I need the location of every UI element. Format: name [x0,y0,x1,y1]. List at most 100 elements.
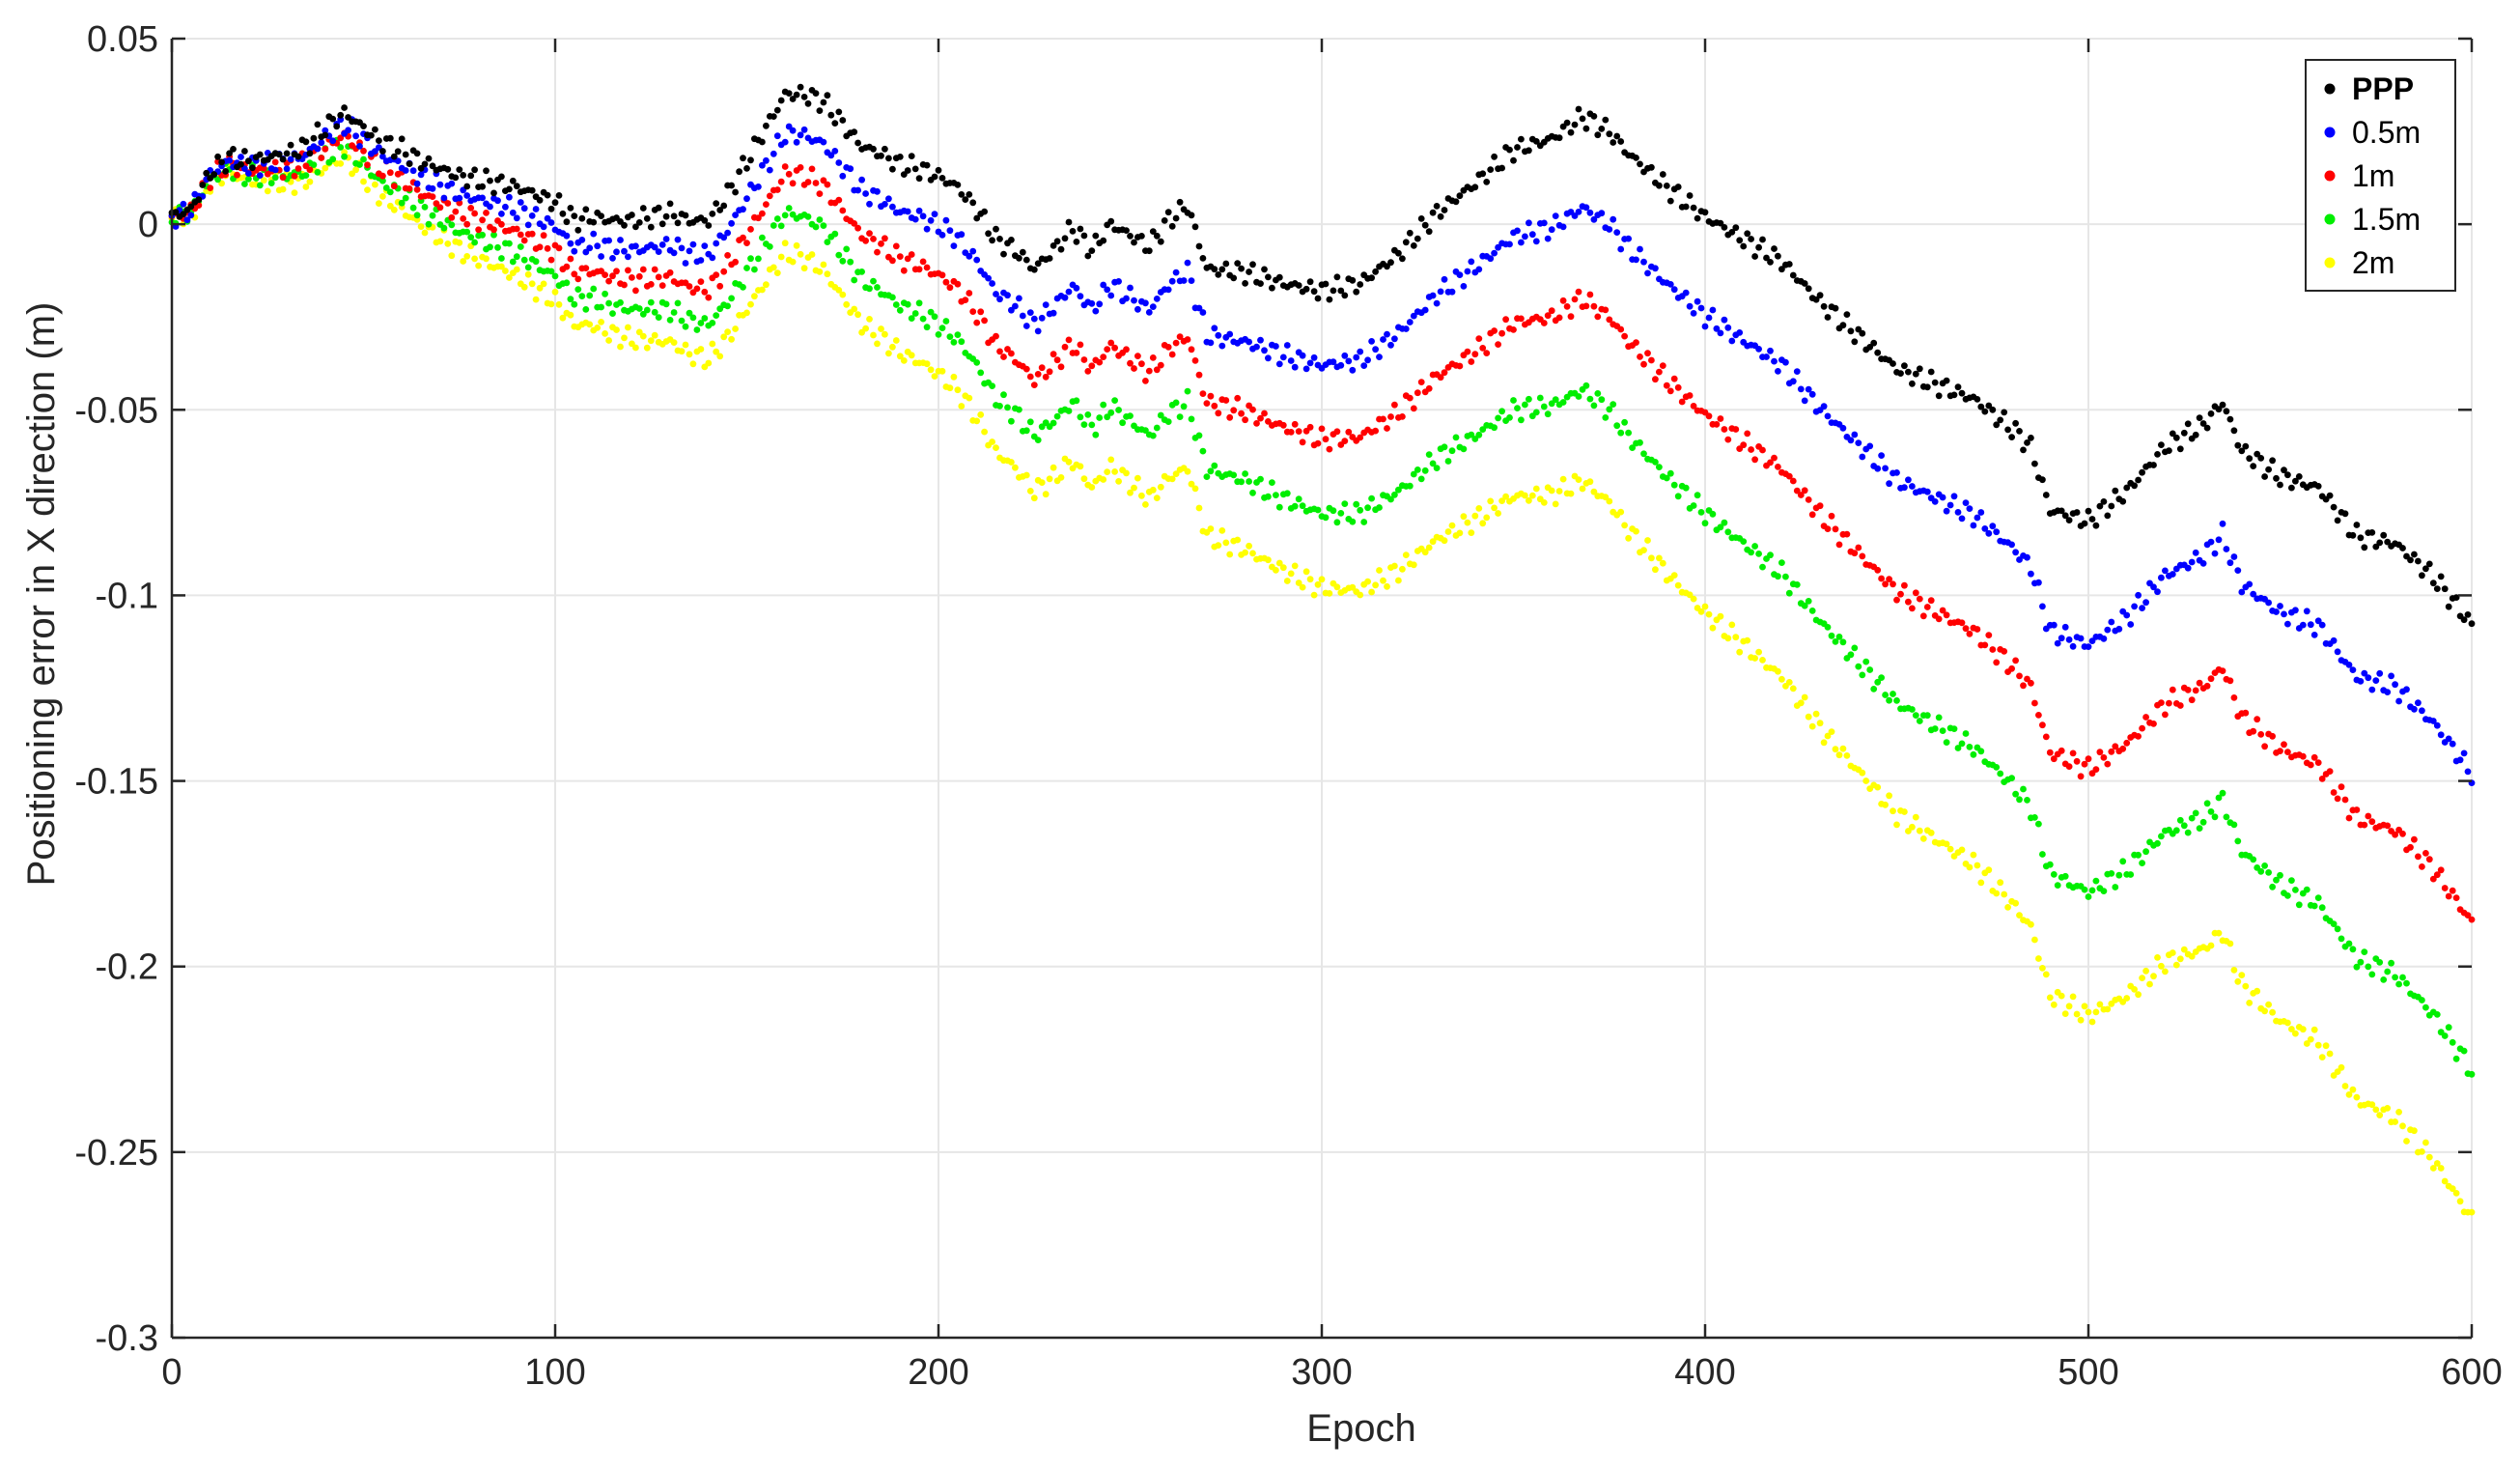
data-point [962,196,969,204]
data-point [2108,748,2115,755]
data-point [547,256,555,264]
data-point [2092,522,2100,529]
data-point [2452,894,2460,901]
data-point [1763,353,1770,360]
data-point [1923,604,1931,610]
data-point [969,247,977,255]
data-point [1705,314,1713,322]
data-point [954,182,962,188]
data-point [1824,412,1832,420]
data-point [1207,467,1215,475]
data-point [2425,560,2433,568]
data-point [376,200,382,208]
data-point [2088,1018,2096,1026]
data-point [1977,403,1985,410]
data-point [938,325,946,331]
data-point [1985,632,1993,638]
data-point [1261,266,1268,273]
data-point [1287,570,1295,578]
data-point [1666,469,1674,477]
data-point [2184,564,2192,572]
data-point [1100,237,1107,244]
data-point [245,175,252,183]
data-point [1211,325,1218,332]
data-point [1100,401,1107,409]
data-point [302,184,310,190]
data-point [621,247,628,255]
y-tick-label: -0.2 [96,947,158,988]
data-point [1111,344,1118,352]
data-point [1330,358,1337,366]
data-point [1273,343,1279,350]
data-point [2303,886,2310,893]
data-point [808,165,816,173]
data-point [1567,128,1575,136]
data-point [900,267,908,274]
data-point [770,264,777,271]
data-point [2338,935,2345,943]
data-point [1119,419,1126,427]
legend-label: 1.5m [2352,202,2421,237]
data-point [2277,871,2283,879]
data-point [360,147,367,155]
data-point [1456,529,1464,537]
data-point [291,189,298,197]
data-point [1506,240,1513,248]
data-point [2028,920,2034,928]
data-point [2012,419,2020,427]
data-point [2061,872,2069,880]
data-point [1713,325,1721,332]
data-point [931,373,938,380]
data-point [409,204,417,212]
data-point [2429,1165,2437,1172]
data-point [1943,507,1950,515]
data-point [1663,183,1670,189]
data-point [379,177,386,184]
data-point [498,255,505,262]
data-point [1357,348,1364,355]
data-point [2020,682,2027,690]
data-point [2058,635,2065,642]
data-point [2050,871,2058,878]
data-point [693,326,701,333]
data-point [851,128,858,136]
data-point [379,172,386,180]
data-point [532,206,540,212]
data-point [1997,770,2004,777]
data-point [2368,686,2376,693]
data-point [1441,369,1448,377]
data-point [1360,519,1368,525]
data-point [1901,362,1908,370]
data-point [1131,484,1137,492]
data-point [1322,280,1330,288]
data-point [2281,741,2287,749]
data-point [2176,702,2184,709]
data-point [1172,339,1180,347]
data-point [1123,295,1130,302]
data-point [2415,699,2422,707]
data-point [1606,226,1613,233]
data-point [1767,347,1774,354]
data-point [2415,557,2422,565]
x-tick-label: 0 [161,1352,182,1393]
data-point [2269,457,2277,465]
data-point [1648,554,1655,562]
data-point [1717,523,1724,531]
data-point [1088,247,1096,254]
data-point [1721,426,1728,433]
data-point [1145,367,1153,375]
data-point [456,239,463,246]
data-point [1046,255,1053,262]
data-point [1874,783,1882,791]
data-point [2199,560,2207,567]
data-point [2115,871,2123,879]
data-point [241,148,248,155]
data-point [1456,362,1464,370]
data-point [2361,544,2368,551]
data-point [1050,242,1057,249]
data-point [2384,689,2392,695]
data-point [1184,259,1191,267]
data-point [1441,275,1448,283]
data-point [1610,139,1617,146]
data-point [1283,490,1291,497]
